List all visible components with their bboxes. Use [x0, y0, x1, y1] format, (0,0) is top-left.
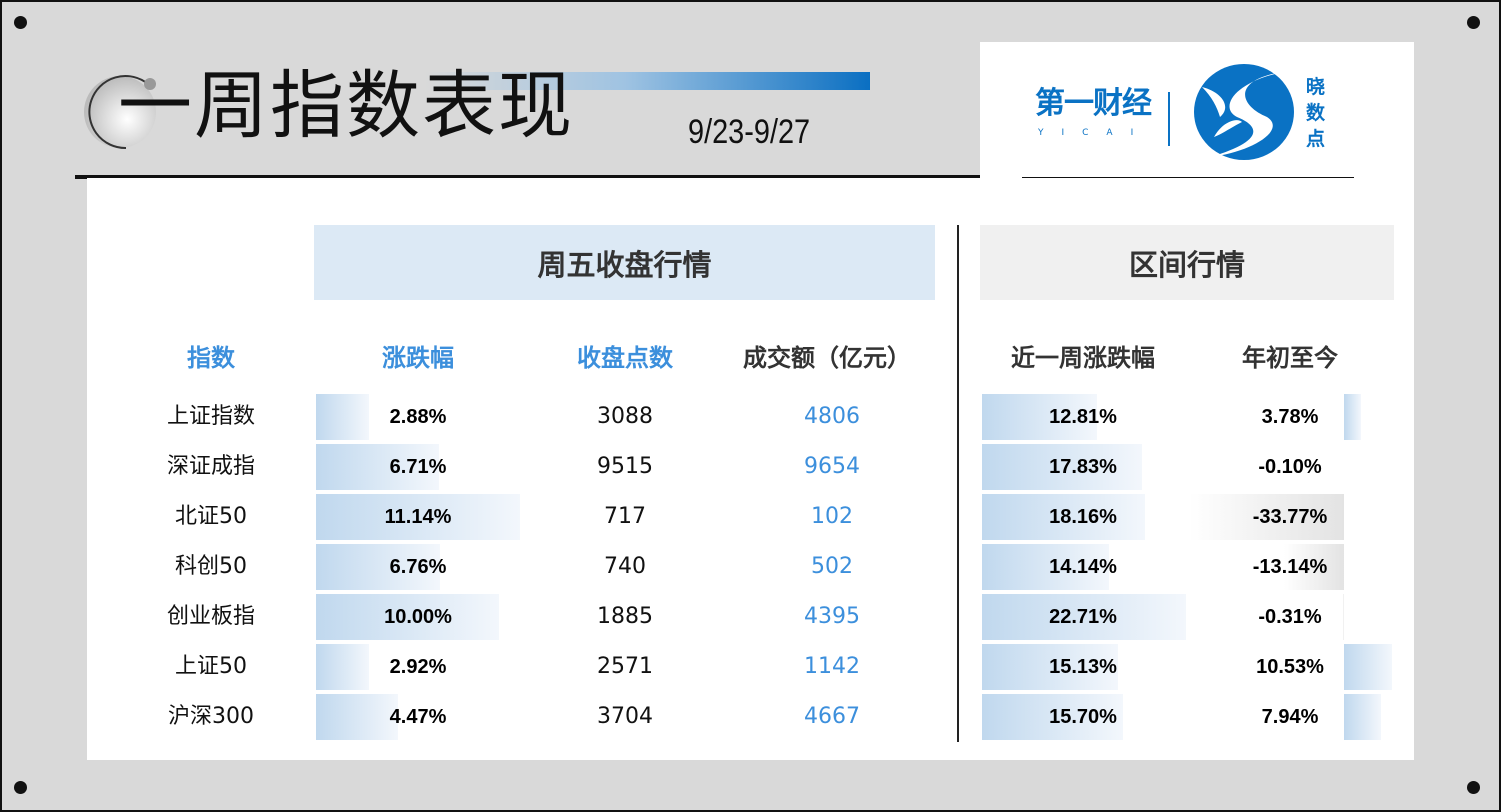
- change-bar: [316, 694, 398, 740]
- index-name: 上证50: [175, 654, 247, 679]
- index-name: 沪深300: [168, 704, 254, 729]
- week-change-bar: [982, 394, 1098, 440]
- close-value: 740: [604, 554, 646, 579]
- section-friday: 周五收盘行情: [314, 225, 935, 300]
- ytd-bar: [1344, 694, 1381, 740]
- turnover-value: 9654: [804, 454, 860, 479]
- turnover-value: 1142: [804, 654, 860, 679]
- change-value: 11.14%: [384, 506, 452, 528]
- xiaoshudian-text: 晓数点: [1306, 76, 1326, 150]
- change-bar: [316, 644, 370, 690]
- week-change-value: 12.81%: [1049, 406, 1117, 428]
- col-header-index: 指数: [187, 344, 235, 372]
- yicai-logo: 第一财经: [1035, 86, 1152, 121]
- index-name: 上证指数: [166, 404, 255, 429]
- corner-dot: [1467, 16, 1480, 29]
- close-value: 3704: [597, 704, 653, 729]
- ytd-value: -0.31%: [1258, 606, 1322, 628]
- turnover-value: 102: [811, 504, 853, 529]
- change-value: 4.47%: [389, 706, 447, 728]
- ytd-value: 10.53%: [1256, 656, 1324, 678]
- title-divider: [75, 175, 980, 179]
- week-change-value: 14.14%: [1049, 556, 1117, 578]
- logo-area: 第一财经 YICAI 晓数点: [980, 42, 1414, 178]
- week-change-bar: [982, 494, 1146, 540]
- week-change-value: 22.71%: [1049, 606, 1117, 628]
- change-bar: [316, 594, 499, 640]
- change-value: 2.88%: [389, 406, 447, 428]
- column-divider: [957, 225, 959, 742]
- index-name: 深证成指: [166, 454, 255, 479]
- page-title: 一周指数表现: [118, 63, 574, 149]
- col-header-change: 涨跌幅: [382, 344, 454, 372]
- turnover-value: 502: [811, 554, 853, 579]
- col-header-ytd: 年初至今: [1242, 344, 1338, 372]
- change-value: 2.92%: [389, 656, 447, 678]
- change-bar: [316, 494, 520, 540]
- index-name: 创业板指: [166, 604, 255, 629]
- ytd-value: -33.77%: [1252, 506, 1328, 528]
- ytd-value: -13.14%: [1252, 556, 1328, 578]
- date-range: 9/23-9/27: [688, 113, 811, 151]
- turnover-value: 4806: [804, 404, 860, 429]
- week-change-bar: [982, 644, 1118, 690]
- close-value: 2571: [597, 654, 653, 679]
- section-period: 区间行情: [980, 225, 1394, 300]
- change-value: 6.71%: [389, 456, 447, 478]
- change-bar: [316, 444, 439, 490]
- yicai-logo-sub: YICAI: [1038, 128, 1152, 138]
- ytd-value: -0.10%: [1258, 456, 1322, 478]
- ytd-bar: [1188, 494, 1344, 540]
- logo-separator: [1168, 92, 1170, 146]
- ytd-value: 3.78%: [1261, 406, 1319, 428]
- week-change-bar: [982, 694, 1123, 740]
- xiaoshudian-logo-icon: [1194, 64, 1297, 160]
- change-value: 10.00%: [384, 606, 452, 628]
- ytd-bar: [1344, 644, 1393, 690]
- corner-dot: [1467, 781, 1480, 794]
- close-value: 1885: [597, 604, 653, 629]
- orb-icon: [84, 75, 156, 150]
- title-accent-bar: [425, 72, 870, 90]
- week-change-bar: [982, 594, 1186, 640]
- change-bar: [316, 544, 440, 590]
- close-value: 3088: [597, 404, 653, 429]
- corner-dot: [14, 781, 27, 794]
- col-header-week-change: 近一周涨跌幅: [1011, 344, 1155, 372]
- ytd-bar: [1344, 394, 1362, 440]
- turnover-value: 4395: [804, 604, 860, 629]
- index-name: 北证50: [175, 504, 247, 529]
- index-name: 科创50: [175, 554, 247, 579]
- close-value: 9515: [597, 454, 653, 479]
- week-change-bar: [982, 444, 1143, 490]
- week-change-value: 15.70%: [1049, 706, 1117, 728]
- ytd-bar: [1342, 594, 1344, 640]
- week-change-value: 17.83%: [1049, 456, 1117, 478]
- col-header-close: 收盘点数: [577, 344, 673, 372]
- ytd-value: 7.94%: [1261, 706, 1319, 728]
- turnover-value: 4667: [804, 704, 860, 729]
- ytd-bar: [1283, 544, 1344, 590]
- week-change-value: 15.13%: [1049, 656, 1117, 678]
- change-value: 6.76%: [389, 556, 447, 578]
- week-change-bar: [982, 544, 1109, 590]
- col-header-turnover: 成交额（亿元）: [743, 344, 911, 372]
- corner-dot: [14, 16, 27, 29]
- change-bar: [316, 394, 369, 440]
- close-value: 717: [604, 504, 646, 529]
- week-change-value: 18.16%: [1049, 506, 1117, 528]
